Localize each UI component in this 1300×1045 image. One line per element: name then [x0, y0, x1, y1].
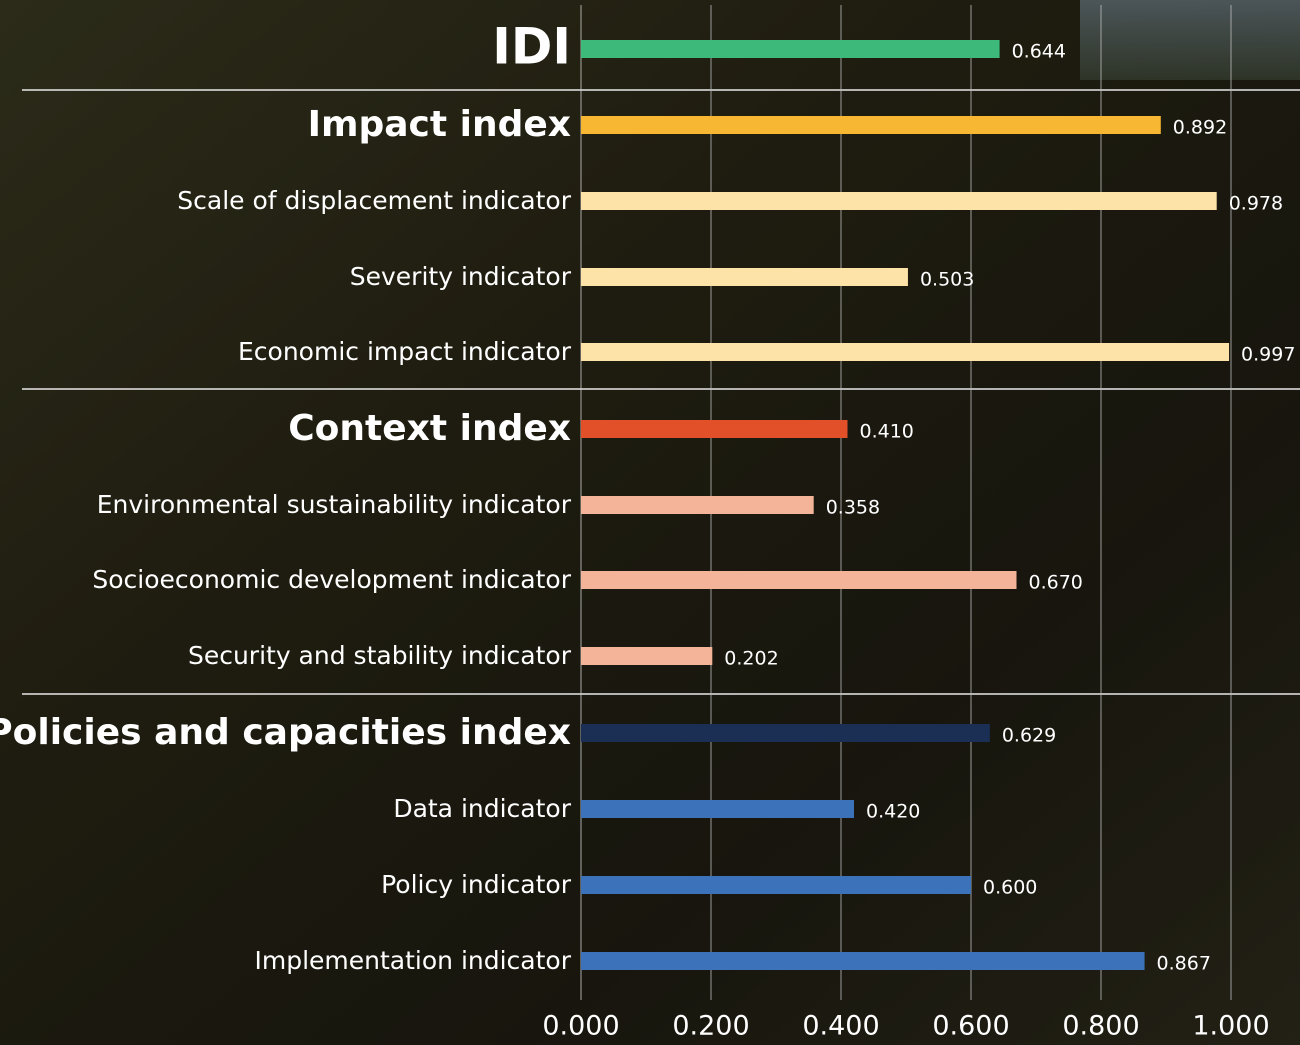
bar	[581, 496, 814, 514]
bar	[581, 876, 971, 894]
bar	[581, 724, 990, 742]
value-label: 0.644	[1012, 41, 1066, 63]
value-label: 0.358	[826, 497, 880, 519]
bar	[581, 192, 1217, 210]
value-label: 0.202	[724, 648, 778, 670]
bar	[581, 40, 1000, 58]
background-sky	[1080, 0, 1300, 80]
index-label: Policies and capacities index	[0, 712, 571, 753]
value-label: 0.670	[1029, 572, 1083, 594]
value-label: 0.997	[1241, 344, 1295, 366]
x-tick-label: 1.000	[1192, 1011, 1269, 1042]
x-tick-label: 0.000	[542, 1011, 619, 1042]
bar	[581, 420, 848, 438]
value-label: 0.410	[860, 421, 914, 443]
indicator-label: Socioeconomic development indicator	[92, 565, 571, 594]
index-label: IDI	[492, 18, 571, 76]
value-label: 0.629	[1002, 725, 1056, 747]
indicator-label: Economic impact indicator	[238, 337, 572, 366]
x-tick-label: 0.400	[802, 1011, 879, 1042]
indicator-label: Severity indicator	[350, 262, 572, 291]
x-tick-label: 0.200	[672, 1011, 749, 1042]
bar	[581, 268, 908, 286]
value-label: 0.420	[866, 801, 920, 823]
indicator-label: Environmental sustainability indicator	[97, 490, 572, 519]
bar	[581, 343, 1230, 361]
bar	[581, 647, 713, 665]
x-tick-label: 0.800	[1062, 1011, 1139, 1042]
indicator-label: Security and stability indicator	[188, 641, 572, 670]
value-label: 0.892	[1173, 117, 1227, 139]
indicator-label: Policy indicator	[381, 870, 572, 899]
bar	[581, 116, 1161, 134]
value-label: 0.978	[1229, 193, 1283, 215]
bar	[581, 571, 1017, 589]
indicator-label: Data indicator	[393, 794, 571, 823]
indicator-label: Scale of displacement indicator	[177, 186, 571, 215]
value-label: 0.600	[983, 877, 1037, 899]
bar	[581, 800, 854, 818]
value-label: 0.503	[920, 269, 974, 291]
index-label: Impact index	[308, 104, 571, 145]
index-label: Context index	[288, 408, 571, 449]
bar	[581, 952, 1145, 970]
value-label: 0.867	[1157, 953, 1211, 975]
indicator-label: Implementation indicator	[254, 946, 571, 975]
x-tick-label: 0.600	[932, 1011, 1009, 1042]
